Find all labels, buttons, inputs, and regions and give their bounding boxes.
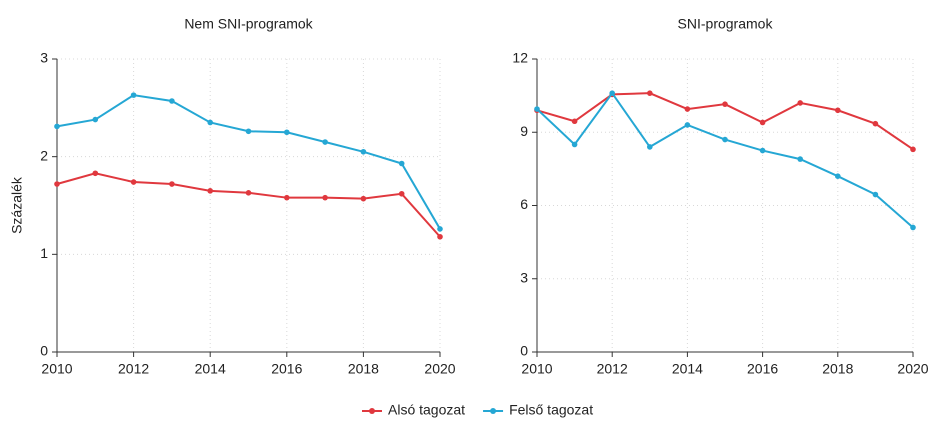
- point: [835, 173, 841, 179]
- point: [534, 106, 540, 112]
- x-tick-label: 2018: [822, 361, 853, 377]
- point: [207, 119, 213, 126]
- x-tick-label: 2010: [521, 361, 552, 377]
- x-tick-label: 2012: [597, 361, 628, 377]
- point: [360, 195, 367, 202]
- legend-label: Felső tagozat: [509, 402, 593, 418]
- x-tick-label: 2016: [747, 361, 778, 377]
- point: [92, 170, 99, 177]
- point: [571, 118, 578, 125]
- x-tick-label: 2020: [424, 361, 455, 377]
- point: [54, 123, 60, 130]
- series-line: [56, 94, 441, 230]
- series-line: [536, 91, 914, 229]
- x-tick-label: 2020: [897, 361, 928, 377]
- point: [398, 190, 405, 197]
- point: [207, 188, 213, 194]
- point: [130, 179, 137, 185]
- chart-title: SNI-programok: [678, 16, 774, 32]
- legend-label: Alsó tagozat: [388, 402, 465, 418]
- y-tick-label: 0: [40, 343, 48, 359]
- series-line: [56, 172, 441, 238]
- y-tick-label: 3: [520, 269, 528, 285]
- point: [360, 148, 367, 155]
- x-tick-label: 2012: [118, 361, 149, 377]
- point: [910, 224, 916, 231]
- point: [835, 107, 841, 114]
- y-tick-label: 2: [40, 147, 48, 163]
- point: [759, 119, 766, 126]
- point: [245, 128, 252, 135]
- point: [437, 226, 443, 232]
- point: [797, 156, 803, 162]
- point: [245, 190, 252, 196]
- legend-marker: [369, 408, 375, 414]
- legend-marker: [490, 408, 497, 414]
- point: [92, 116, 99, 123]
- point: [872, 191, 879, 198]
- point: [910, 146, 916, 153]
- x-tick-label: 2014: [672, 361, 703, 377]
- y-tick-label: 9: [520, 123, 528, 139]
- point: [54, 181, 60, 187]
- x-tick-label: 2010: [41, 361, 72, 377]
- y-tick-label: 12: [512, 50, 528, 66]
- point: [284, 194, 290, 201]
- x-tick-label: 2016: [271, 361, 302, 377]
- point: [322, 139, 328, 145]
- x-tick-label: 2018: [348, 361, 379, 377]
- point: [284, 129, 290, 136]
- point: [169, 181, 175, 187]
- point: [797, 100, 803, 106]
- point: [647, 144, 653, 150]
- point: [130, 92, 137, 98]
- point: [722, 136, 728, 143]
- point: [437, 233, 443, 240]
- point: [322, 194, 328, 201]
- y-axis-label: Százalék: [9, 176, 25, 234]
- y-tick-label: 6: [520, 196, 528, 212]
- point: [722, 101, 728, 107]
- point: [169, 98, 175, 104]
- point: [571, 141, 578, 148]
- point: [872, 120, 879, 127]
- point: [609, 90, 615, 96]
- y-tick-label: 3: [40, 50, 48, 66]
- y-tick-label: 0: [520, 343, 528, 359]
- point: [759, 147, 766, 154]
- point: [647, 90, 653, 96]
- y-tick-label: 1: [40, 245, 48, 261]
- x-tick-label: 2014: [195, 361, 226, 377]
- chart-title: Nem SNI-programok: [184, 16, 313, 32]
- point: [684, 122, 691, 128]
- point: [684, 106, 691, 112]
- point: [398, 160, 405, 167]
